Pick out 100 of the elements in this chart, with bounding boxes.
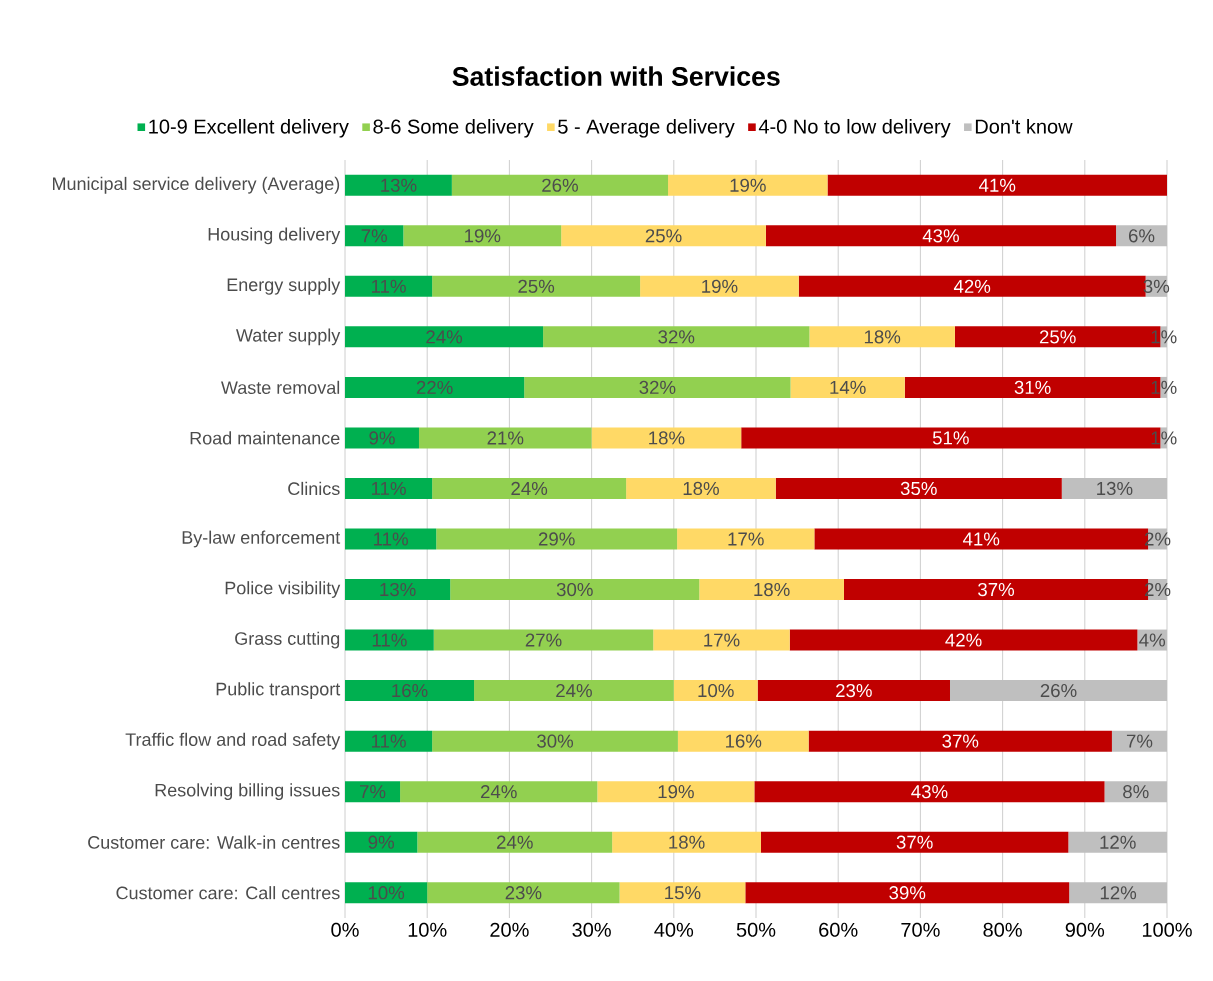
data-label: 12%: [1100, 835, 1136, 849]
bar: [432, 730, 678, 752]
data-label: 11%: [374, 532, 408, 546]
data-label: 11%: [372, 633, 407, 647]
bar: [612, 831, 761, 853]
y-tick-label: Customer care: Walk-in centres: [88, 835, 340, 849]
data-label: 4%: [1139, 633, 1166, 647]
data-label: 32%: [639, 380, 676, 394]
data-label: 25%: [645, 229, 682, 243]
y-tick-label: Road maintenance: [190, 431, 340, 445]
data-label: 43%: [911, 785, 948, 799]
legend-label: 10-9 Excellent delivery: [149, 118, 349, 138]
data-label: 17%: [704, 633, 740, 647]
bar: [790, 376, 905, 398]
data-label: 35%: [900, 481, 937, 496]
data-label: 7%: [360, 785, 386, 799]
data-label: 11%: [372, 734, 406, 748]
bar: [450, 579, 700, 601]
data-label: 41%: [979, 178, 1016, 192]
bar: [1068, 831, 1167, 853]
data-label: 18%: [683, 481, 719, 496]
x-tick-label: 60%: [819, 922, 858, 937]
bar: [345, 730, 433, 752]
bar: [345, 629, 434, 651]
data-label: 25%: [518, 279, 555, 293]
data-label: 16%: [726, 734, 762, 748]
data-label: 41%: [962, 532, 1000, 546]
bar: [345, 781, 401, 803]
y-tick-label: Customer care: Call centres: [116, 886, 340, 900]
bar: [677, 730, 809, 752]
data-label: 13%: [381, 178, 417, 192]
data-label: 18%: [754, 582, 790, 597]
x-tick-label: 40%: [654, 922, 694, 937]
y-tick-label: Resolving billing issues: [155, 783, 340, 801]
bar: [619, 882, 746, 904]
bar: [451, 174, 669, 196]
y-tick-label: Waste removal: [221, 380, 340, 394]
legend-label: 8-6 Some delivery: [373, 118, 534, 138]
y-tick-label: Housing delivery: [208, 227, 341, 245]
data-label: 14%: [830, 380, 866, 394]
data-label: 24%: [511, 481, 548, 496]
bar: [345, 882, 428, 904]
data-label: 11%: [372, 481, 406, 495]
data-label: 9%: [368, 835, 394, 849]
bar: [640, 275, 799, 297]
data-label: 1%: [1151, 380, 1177, 394]
y-tick-label: Police visibility: [225, 581, 341, 598]
bar: [668, 174, 828, 196]
bar: [417, 831, 613, 853]
data-label: 13%: [1097, 481, 1133, 496]
bar: [345, 225, 404, 247]
data-label: 43%: [922, 229, 959, 243]
data-label: 16%: [392, 683, 428, 698]
y-tick-label: Clinics: [288, 481, 340, 496]
bar: [433, 629, 654, 651]
bar: [561, 225, 766, 247]
data-label: 18%: [669, 835, 705, 849]
x-tick-label: 100%: [1142, 922, 1192, 937]
y-tick-label: Energy supply: [227, 277, 341, 295]
bar: [345, 680, 475, 702]
bar: [543, 326, 810, 348]
data-label: 39%: [889, 886, 926, 900]
data-label: 18%: [649, 431, 685, 445]
bar: [524, 376, 791, 398]
data-label: 42%: [953, 279, 991, 293]
data-label: 27%: [525, 633, 562, 647]
data-label: 10%: [368, 886, 405, 900]
bar: [626, 477, 776, 499]
y-tick-label: Traffic flow and road safety: [125, 732, 341, 750]
data-label: 19%: [730, 178, 766, 192]
bar: [345, 528, 437, 550]
bar: [403, 225, 562, 247]
legend-label: 5 - Average delivery: [558, 118, 735, 138]
bar: [418, 427, 592, 449]
data-label: 13%: [380, 582, 416, 597]
data-label: 17%: [728, 532, 764, 546]
bar: [345, 477, 433, 499]
bar: [950, 680, 1167, 702]
data-label: 19%: [658, 785, 694, 799]
bar: [432, 275, 641, 297]
x-tick-label: 0%: [331, 922, 359, 937]
data-label: 30%: [556, 582, 593, 597]
bar: [345, 174, 452, 196]
bar: [345, 376, 525, 398]
bar: [653, 629, 790, 651]
legend-label: Don't know: [975, 118, 1073, 134]
data-label: 24%: [556, 684, 592, 698]
data-label: 23%: [836, 683, 872, 698]
bar: [436, 528, 678, 550]
bar: [775, 477, 1062, 499]
data-label: 10%: [698, 683, 734, 698]
data-label: 22%: [416, 380, 453, 394]
x-tick-label: 70%: [901, 922, 940, 937]
bar: [345, 579, 451, 601]
data-label: 25%: [1039, 330, 1076, 344]
data-label: 26%: [1040, 683, 1077, 698]
bar: [345, 326, 544, 348]
data-label: 15%: [665, 886, 701, 900]
bar: [427, 882, 620, 904]
bar: [432, 477, 627, 499]
